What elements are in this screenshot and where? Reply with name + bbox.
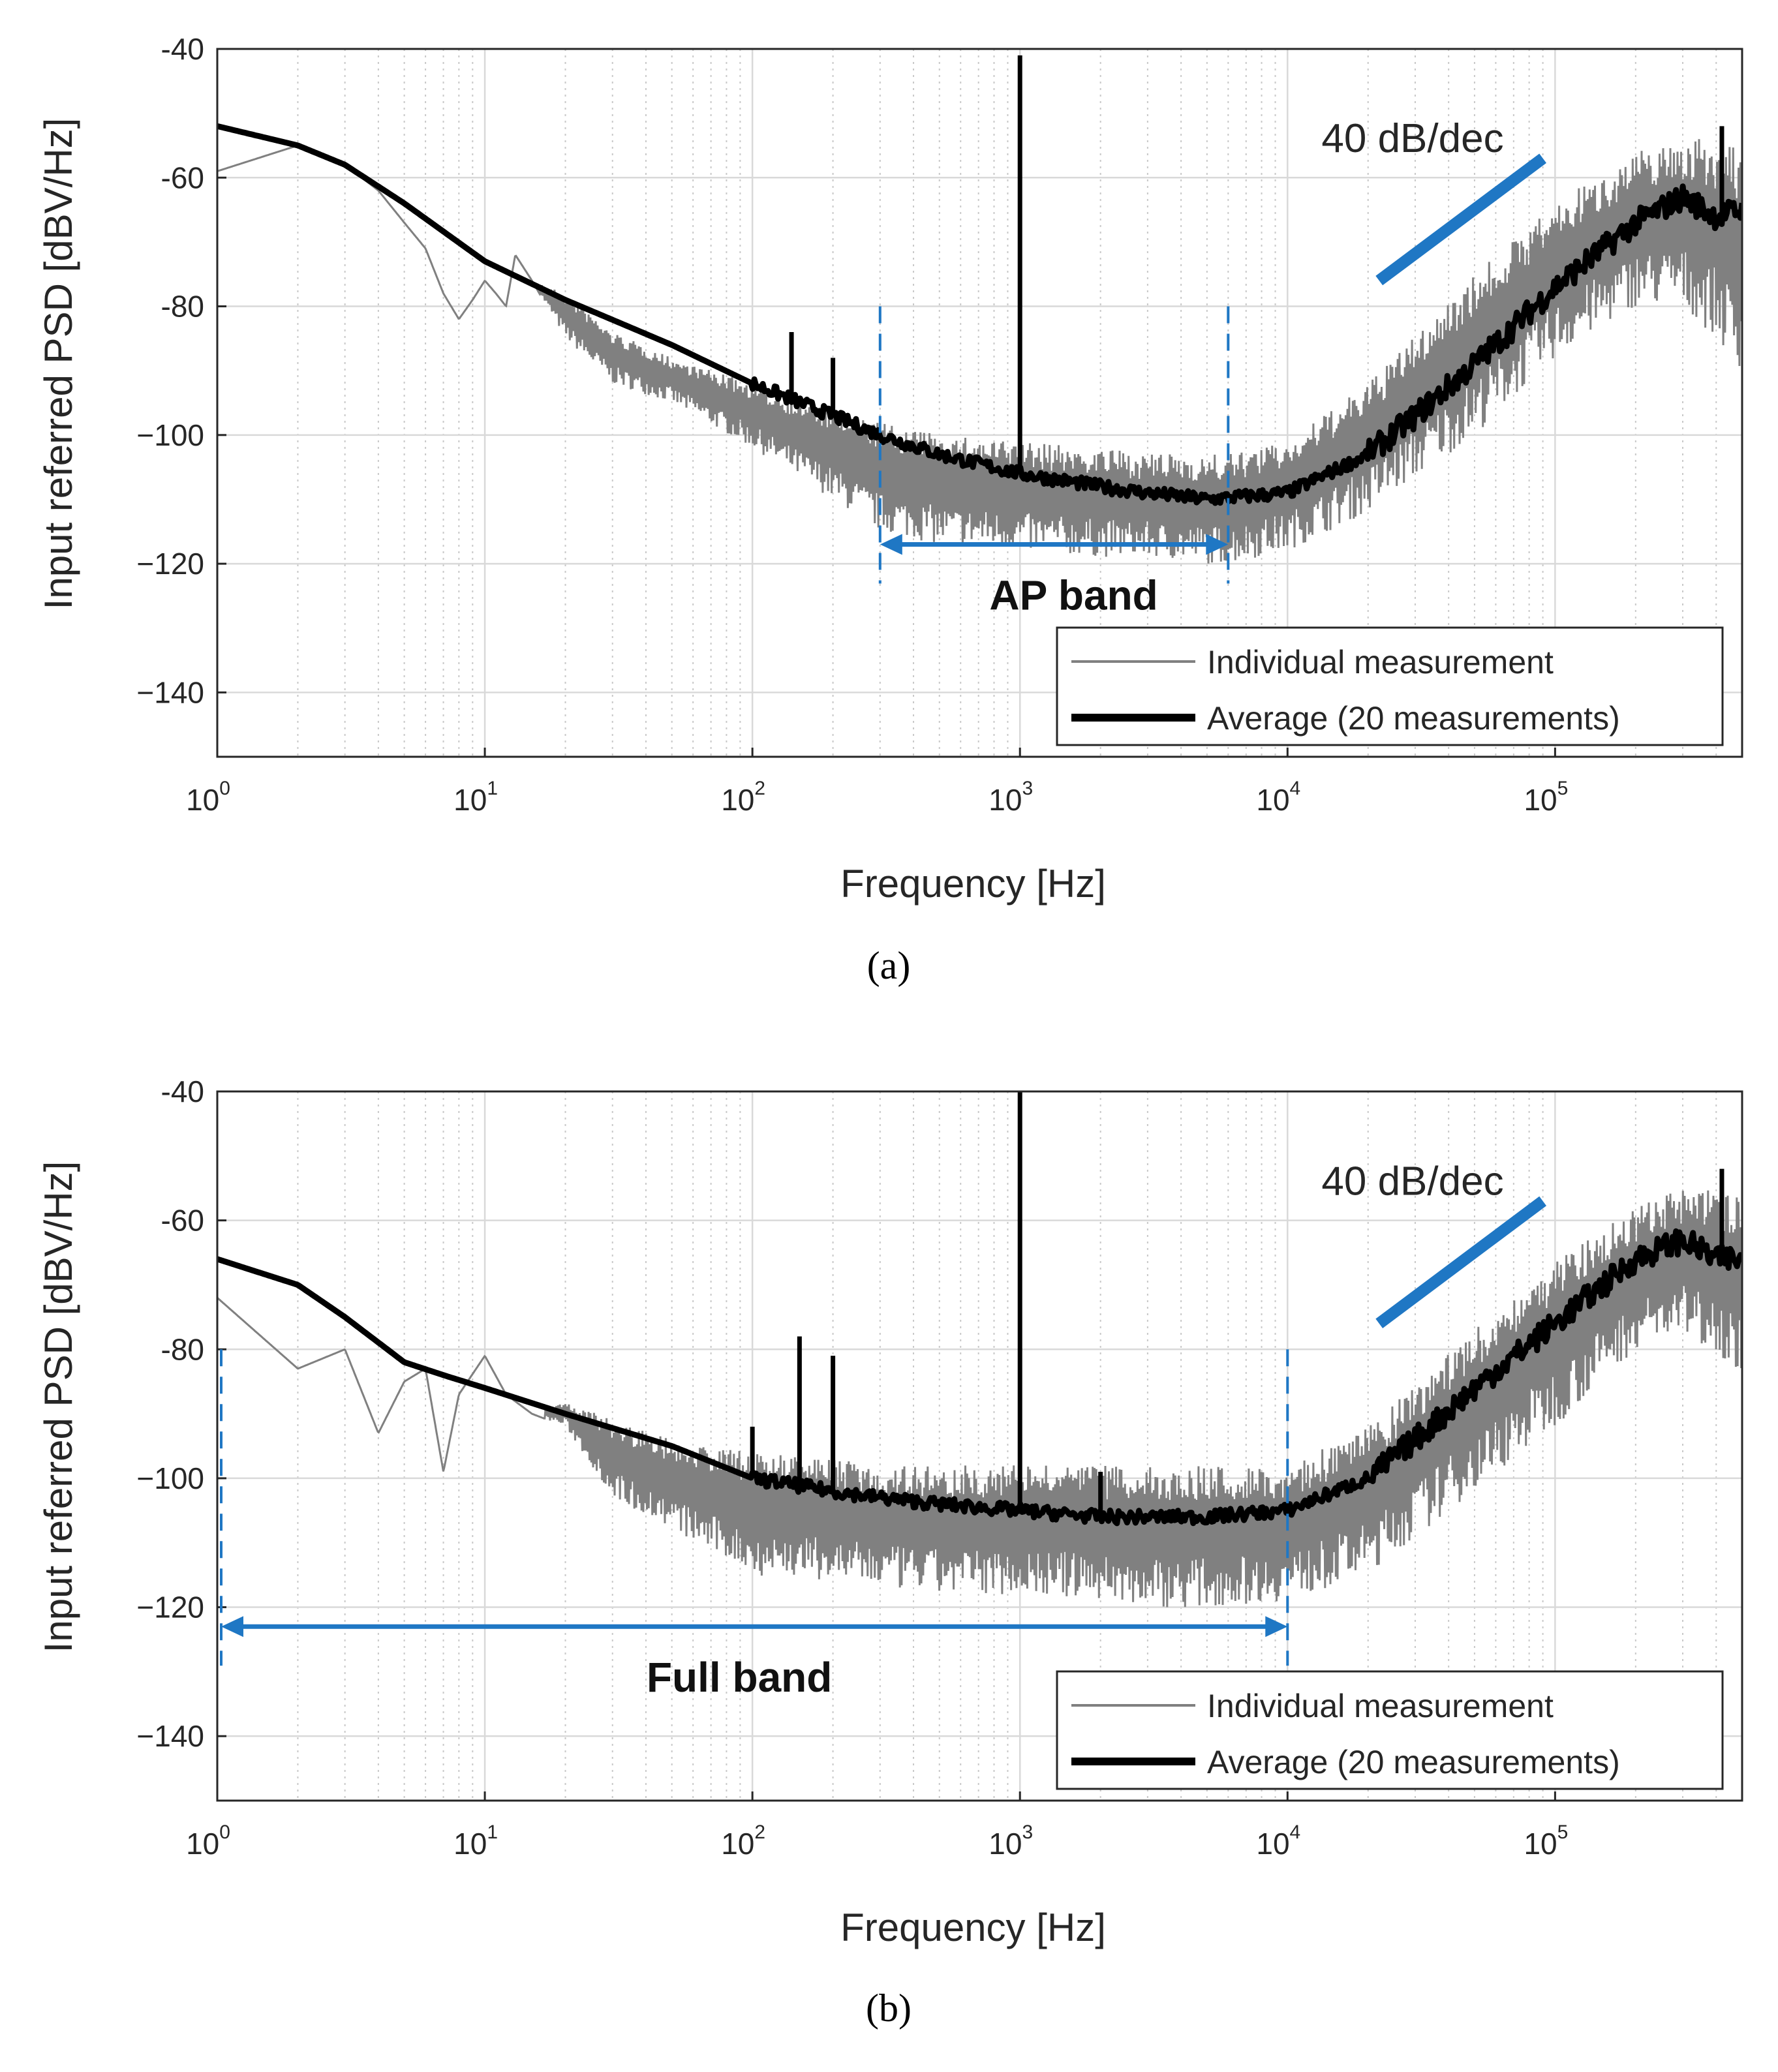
x-tick-exponent: 2 bbox=[754, 778, 765, 799]
legend-entry: Individual measurement bbox=[1207, 1688, 1554, 1724]
x-tick-base: 10 bbox=[1524, 1827, 1557, 1861]
y-tick-label: -40 bbox=[161, 32, 204, 66]
legend: Individual measurement Average (20 measur… bbox=[1056, 626, 1724, 746]
x-tick-label: 100 bbox=[186, 778, 230, 817]
x-tick-label: 101 bbox=[453, 778, 498, 817]
axes-frame bbox=[216, 48, 1743, 758]
y-tick-label: -40 bbox=[161, 1074, 204, 1108]
legend-entry: Average (20 measurements) bbox=[1207, 700, 1620, 737]
x-tick-base: 10 bbox=[989, 1827, 1022, 1861]
legend-box bbox=[1056, 1670, 1724, 1790]
x-tick-base: 10 bbox=[989, 783, 1022, 817]
band-label: AP band bbox=[989, 572, 1157, 619]
x-tick-label: 101 bbox=[453, 1821, 498, 1861]
x-axis: 100 101 102 103 104 105 bbox=[186, 748, 1568, 817]
y-tick-label: −140 bbox=[136, 675, 204, 709]
slope-label: 40 dB/dec bbox=[1321, 1159, 1503, 1204]
x-tick-label: 100 bbox=[186, 1821, 230, 1861]
x-tick-exponent: 5 bbox=[1557, 778, 1569, 799]
y-tick-label: −120 bbox=[136, 547, 204, 581]
legend-box bbox=[1056, 626, 1724, 746]
legend-entry: Average (20 measurements) bbox=[1207, 1744, 1620, 1780]
legend-entry: Individual measurement bbox=[1207, 644, 1554, 680]
individual-measurement-line bbox=[217, 1190, 1742, 1607]
y-tick-label: -80 bbox=[161, 1332, 204, 1366]
y-tick-label: −100 bbox=[136, 1461, 204, 1495]
y-tick-label: -80 bbox=[161, 290, 204, 324]
slope-indicator-line bbox=[1375, 153, 1546, 286]
x-tick-base: 10 bbox=[721, 783, 754, 817]
x-axis: 100 101 102 103 104 105 bbox=[186, 1791, 1568, 1861]
x-tick-exponent: 4 bbox=[1290, 1821, 1301, 1843]
data-layer bbox=[217, 1091, 1742, 1607]
band-arrow-head-right bbox=[1206, 534, 1229, 555]
x-tick-exponent: 1 bbox=[487, 1821, 498, 1843]
y-axis: -40 -60 -80 −100 −120 −140 bbox=[136, 1074, 226, 1753]
y-tick-label: -60 bbox=[161, 160, 204, 194]
band-arrow-head-left bbox=[221, 1616, 243, 1638]
band-arrow-head-right bbox=[1265, 1616, 1288, 1638]
x-tick-label: 102 bbox=[721, 778, 765, 817]
y-tick-label: -60 bbox=[161, 1204, 204, 1238]
x-tick-base: 10 bbox=[186, 1827, 219, 1861]
x-tick-exponent: 4 bbox=[1290, 778, 1301, 799]
x-tick-base: 10 bbox=[1256, 1827, 1289, 1861]
x-tick-exponent: 0 bbox=[219, 1821, 230, 1843]
band-label: Full band bbox=[647, 1654, 832, 1701]
y-axis: -40 -60 -80 −100 −120 −140 bbox=[136, 32, 226, 709]
axes-frame bbox=[216, 1090, 1743, 1802]
x-tick-base: 10 bbox=[186, 783, 219, 817]
y-tick-label: −100 bbox=[136, 418, 204, 452]
x-tick-exponent: 5 bbox=[1557, 1821, 1569, 1843]
y-tick-label: −120 bbox=[136, 1591, 204, 1624]
x-tick-base: 10 bbox=[721, 1827, 754, 1861]
slope-indicator-line bbox=[1375, 1196, 1546, 1328]
x-tick-base: 10 bbox=[453, 1827, 487, 1861]
x-tick-label: 103 bbox=[989, 1821, 1033, 1861]
x-tick-label: 105 bbox=[1524, 1821, 1568, 1861]
x-tick-exponent: 2 bbox=[754, 1821, 765, 1843]
x-tick-exponent: 1 bbox=[487, 778, 498, 799]
x-tick-base: 10 bbox=[1524, 783, 1557, 817]
x-tick-label: 104 bbox=[1256, 778, 1300, 817]
x-tick-label: 102 bbox=[721, 1821, 765, 1861]
x-tick-exponent: 3 bbox=[1022, 1821, 1033, 1843]
x-tick-label: 105 bbox=[1524, 778, 1568, 817]
panel-caption: (a) bbox=[867, 944, 911, 987]
y-tick-label: −140 bbox=[136, 1719, 204, 1753]
data-layer bbox=[217, 55, 1742, 564]
average-line bbox=[217, 123, 1742, 506]
x-axis-label: Frequency [Hz] bbox=[840, 862, 1106, 906]
band-arrow-head-left bbox=[880, 534, 902, 555]
y-axis-label: Input referred PSD [dBV/Hz] bbox=[37, 118, 80, 610]
legend: Individual measurement Average (20 measur… bbox=[1056, 1670, 1724, 1790]
y-axis-label: Input referred PSD [dBV/Hz] bbox=[37, 1161, 80, 1653]
x-tick-base: 10 bbox=[453, 783, 487, 817]
x-tick-exponent: 3 bbox=[1022, 778, 1033, 799]
slope-label: 40 dB/dec bbox=[1321, 116, 1503, 161]
x-tick-exponent: 0 bbox=[219, 778, 230, 799]
x-tick-base: 10 bbox=[1256, 783, 1289, 817]
x-axis-label: Frequency [Hz] bbox=[840, 1906, 1106, 1949]
x-tick-label: 104 bbox=[1256, 1821, 1300, 1861]
grid-lines bbox=[216, 1090, 1743, 1801]
x-tick-label: 103 bbox=[989, 778, 1033, 817]
average-line bbox=[217, 1228, 1742, 1527]
panel-caption: (b) bbox=[866, 1987, 912, 2030]
